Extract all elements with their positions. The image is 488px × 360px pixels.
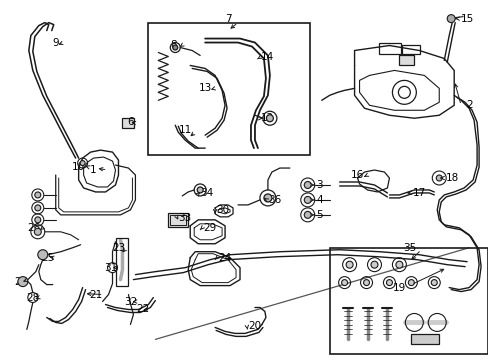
- Text: 30: 30: [216, 205, 229, 215]
- Text: 9: 9: [52, 37, 59, 48]
- Text: 12: 12: [261, 113, 274, 123]
- Circle shape: [35, 192, 41, 198]
- Bar: [399, 55, 413, 66]
- Circle shape: [363, 280, 369, 285]
- Circle shape: [386, 280, 392, 285]
- Text: 1: 1: [90, 165, 97, 175]
- Text: 35: 35: [402, 243, 415, 253]
- Circle shape: [264, 194, 271, 202]
- Circle shape: [18, 276, 28, 287]
- Bar: [402, 45, 420, 54]
- Text: 33: 33: [178, 213, 191, 223]
- Bar: [122, 118, 134, 128]
- Text: 23: 23: [112, 243, 125, 253]
- Text: 8: 8: [170, 40, 176, 50]
- Text: 5: 5: [316, 210, 323, 220]
- Bar: [379, 42, 401, 54]
- Circle shape: [172, 45, 178, 50]
- Circle shape: [304, 197, 310, 203]
- Bar: [170, 215, 186, 225]
- Text: 11: 11: [178, 125, 191, 135]
- Bar: [148, 23, 309, 155]
- Text: 26: 26: [27, 223, 41, 233]
- Circle shape: [197, 187, 203, 193]
- Text: 19: 19: [392, 283, 405, 293]
- Circle shape: [34, 228, 41, 235]
- Bar: [168, 213, 188, 227]
- Circle shape: [266, 115, 273, 122]
- Circle shape: [430, 280, 436, 285]
- Text: 34: 34: [200, 188, 213, 198]
- Text: 22: 22: [136, 305, 149, 315]
- Circle shape: [395, 261, 402, 268]
- Circle shape: [38, 250, 48, 260]
- Text: 28: 28: [26, 293, 40, 302]
- Text: 10: 10: [72, 162, 85, 172]
- Circle shape: [370, 261, 377, 268]
- Circle shape: [35, 217, 41, 223]
- Text: 3: 3: [316, 180, 323, 190]
- Text: 15: 15: [460, 14, 473, 24]
- Text: 31: 31: [103, 263, 117, 273]
- Text: 4: 4: [316, 195, 323, 205]
- Text: 20: 20: [248, 321, 261, 332]
- Text: 17: 17: [412, 188, 425, 198]
- Circle shape: [341, 280, 347, 285]
- Text: 7: 7: [224, 14, 231, 24]
- Circle shape: [80, 161, 85, 166]
- Bar: [329, 248, 487, 354]
- Text: 16: 16: [350, 170, 364, 180]
- Text: 32: 32: [123, 297, 137, 306]
- Bar: [410, 334, 438, 345]
- Circle shape: [435, 175, 441, 181]
- Circle shape: [407, 280, 413, 285]
- Circle shape: [304, 181, 310, 189]
- Text: 29: 29: [203, 223, 216, 233]
- Circle shape: [35, 205, 41, 211]
- Circle shape: [447, 15, 454, 23]
- Text: 6: 6: [127, 117, 134, 127]
- Text: 36: 36: [268, 195, 281, 205]
- Text: 18: 18: [445, 173, 458, 183]
- Text: 14: 14: [261, 53, 274, 63]
- Circle shape: [304, 211, 310, 219]
- Text: 2: 2: [465, 100, 471, 110]
- Text: 27: 27: [14, 276, 27, 287]
- Text: 25: 25: [41, 253, 54, 263]
- Text: 21: 21: [89, 289, 102, 300]
- Text: 13: 13: [198, 84, 211, 93]
- Bar: [116, 238, 128, 285]
- Circle shape: [346, 261, 352, 268]
- Text: 24: 24: [218, 253, 231, 263]
